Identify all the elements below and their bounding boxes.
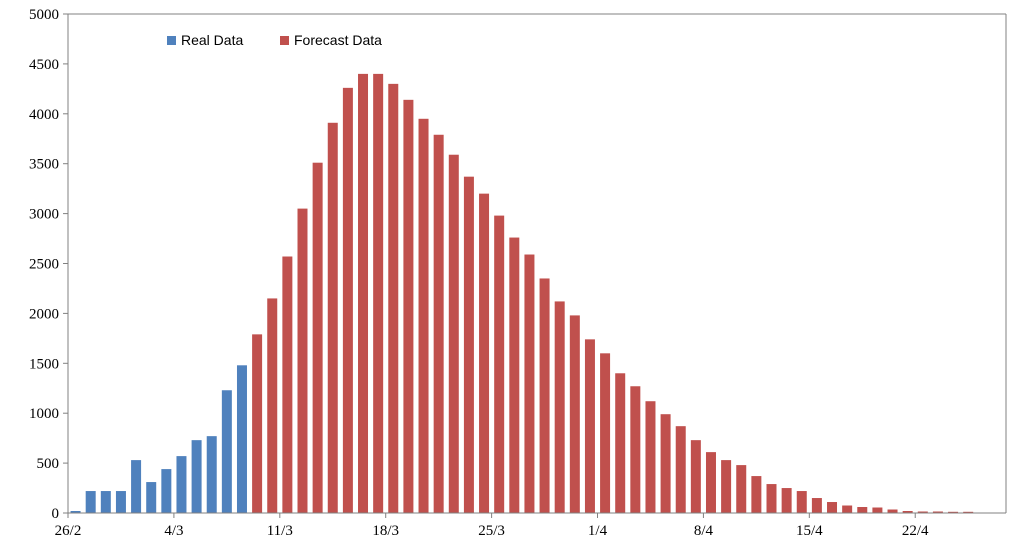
bar-forecast-data: [358, 73, 369, 513]
bar-forecast-data: [948, 511, 959, 513]
legend-label-forecast-data: Forecast Data: [294, 32, 382, 48]
bar-forecast-data: [312, 162, 323, 513]
bar-real-data: [221, 390, 232, 513]
y-tick-label: 5000: [29, 7, 59, 23]
bar-forecast-data: [766, 484, 777, 513]
x-tick-label: 22/4: [902, 523, 929, 539]
bar-forecast-data: [297, 208, 308, 514]
x-tick-label: 25/3: [478, 523, 505, 539]
bar-forecast-data: [751, 476, 762, 513]
bar-forecast-data: [811, 498, 822, 513]
bar-real-data: [191, 440, 202, 513]
x-tick-label: 8/4: [694, 523, 714, 539]
bar-forecast-data: [690, 440, 701, 513]
y-tick-label: 4000: [29, 107, 59, 123]
bar-forecast-data: [524, 254, 535, 513]
bar-forecast-data: [342, 87, 353, 513]
bar-real-data: [161, 469, 172, 513]
bar-forecast-data: [584, 339, 595, 513]
bar-forecast-data: [327, 122, 338, 513]
y-tick-label: 2500: [29, 257, 59, 273]
bar-forecast-data: [433, 134, 444, 513]
bar-real-data: [131, 460, 142, 513]
y-tick-label: 500: [37, 456, 60, 472]
x-tick-label: 11/3: [267, 523, 293, 539]
y-tick-label: 1500: [29, 356, 59, 372]
bar-forecast-data: [630, 386, 641, 513]
bar-forecast-data: [660, 414, 671, 513]
bar-real-data: [115, 491, 126, 513]
y-tick-label: 1000: [29, 406, 59, 422]
bar-forecast-data: [736, 465, 747, 513]
bar-forecast-data: [388, 83, 399, 514]
y-tick-label: 3500: [29, 157, 59, 173]
x-tick-label: 1/4: [588, 523, 608, 539]
y-tick-label: 0: [52, 506, 60, 522]
x-tick-label: 26/2: [55, 523, 82, 539]
bar-forecast-data: [479, 193, 490, 513]
bar-forecast-data: [705, 452, 716, 513]
bar-forecast-data: [252, 334, 263, 513]
bar-forecast-data: [781, 488, 792, 513]
bar-forecast-data: [721, 460, 732, 513]
x-tick-label: 15/4: [796, 523, 823, 539]
bar-forecast-data: [418, 118, 429, 513]
bar-forecast-data: [645, 401, 656, 513]
bar-real-data: [236, 365, 247, 513]
bar-real-data: [146, 482, 157, 513]
x-tick-label: 18/3: [372, 523, 399, 539]
bar-forecast-data: [554, 301, 565, 513]
legend: Real Data Forecast Data: [167, 32, 382, 48]
y-tick-label: 3000: [29, 207, 59, 223]
bar-real-data: [206, 436, 217, 513]
bar-forecast-data: [448, 154, 459, 513]
bar-forecast-data: [963, 511, 974, 513]
bar-forecast-data: [887, 509, 898, 513]
bar-forecast-data: [373, 73, 384, 513]
y-tick-label: 2000: [29, 306, 59, 322]
bar-real-data: [176, 456, 187, 513]
bar-forecast-data: [827, 502, 838, 513]
bar-real-data: [85, 491, 96, 513]
y-tick-label: 4500: [29, 57, 59, 73]
bar-forecast-data: [539, 278, 550, 513]
bar-forecast-data: [902, 511, 913, 513]
bar-forecast-data: [917, 511, 928, 513]
bar-forecast-data: [403, 99, 414, 513]
bar-forecast-data: [569, 315, 580, 513]
legend-swatch-forecast-data: [280, 36, 289, 45]
y-axis-ticks: 0 500 1000 1500 2000 2500 3000 3500 4000 4500 5000: [29, 7, 68, 522]
bar-forecast-data: [282, 256, 293, 513]
bar-forecast-data: [463, 176, 474, 514]
bar-forecast-data: [267, 298, 278, 513]
bar-forecast-data: [509, 237, 520, 514]
bar-forecast-data: [857, 507, 868, 513]
legend-swatch-real-data: [167, 36, 176, 45]
bar-forecast-data: [675, 426, 686, 513]
bar-forecast-data: [796, 491, 807, 513]
bars-group: [70, 73, 974, 514]
bar-forecast-data: [872, 507, 883, 513]
bar-real-data: [100, 491, 111, 513]
bar-forecast-data: [615, 373, 626, 513]
legend-label-real-data: Real Data: [181, 32, 243, 48]
bar-real-data: [70, 511, 81, 513]
bar-forecast-data: [600, 353, 611, 513]
x-axis-ticks: 26/2 4/3 11/3 18/3 25/3 1/4 8/4 15/4 22/4: [55, 513, 929, 539]
bar-forecast-data: [494, 215, 505, 513]
bar-forecast-data: [932, 511, 943, 513]
x-tick-label: 4/3: [164, 523, 183, 539]
bar-forecast-data: [842, 505, 853, 513]
